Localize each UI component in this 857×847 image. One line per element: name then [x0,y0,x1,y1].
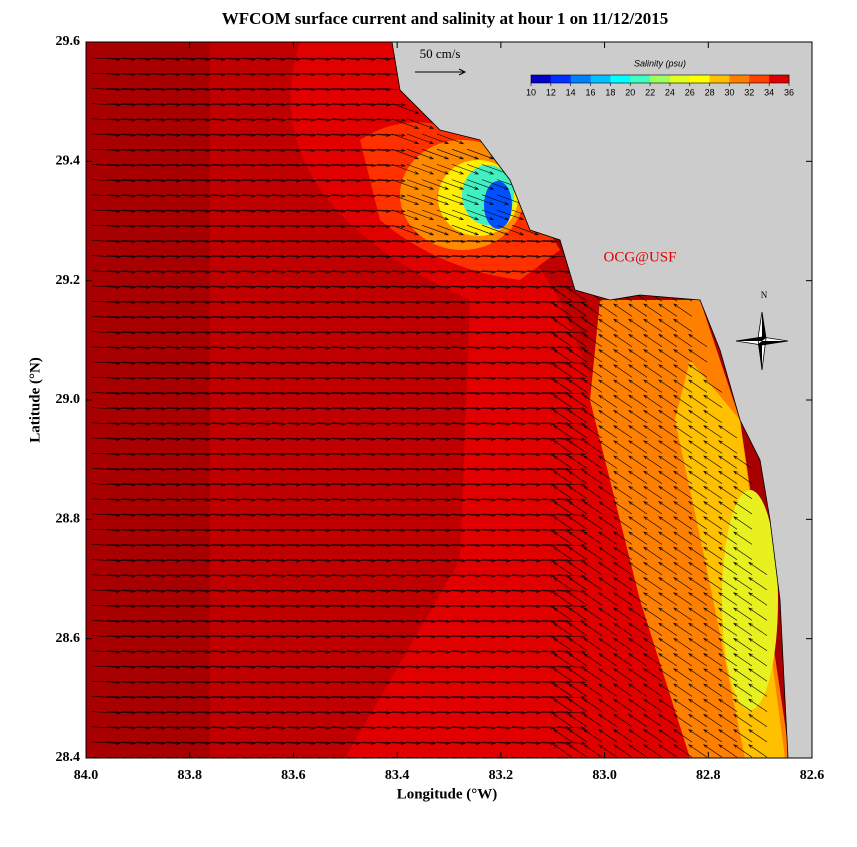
axes: 84.0 83.8 83.6 83.4 83.2 83.0 82.8 82.6 28.4 28.6… [56,34,825,783]
watermark: OCG@USF [603,249,676,265]
colorbar-swatch [749,75,770,83]
colorbar-tick-label: 32 [744,87,754,97]
colorbar-swatch [669,75,691,83]
colorbar-tick-label: 36 [784,87,794,97]
colorbar-tick-label: 20 [625,87,635,97]
colorbar-tick-label: 18 [605,87,615,97]
colorbar-swatch [769,75,790,83]
colorbar-swatch [590,75,611,83]
scale-label: 50 cm/s [420,46,461,61]
colorbar-tick-label: 22 [645,87,655,97]
x-tick-label: 83.4 [385,768,410,783]
colorbar-title: Salinity (psu) [634,58,686,68]
colorbar-swatch [610,75,631,83]
colorbar-tick-label: 16 [586,87,596,97]
scale-arrow-head [458,68,467,76]
y-axis-label: Latitude (°N) [27,357,43,443]
y-tick-label: 28.6 [56,631,81,646]
colorbar-swatch [570,75,591,83]
colorbar-swatch [630,75,651,83]
current-arrows [91,57,768,758]
current-vectors [91,57,768,758]
colorbar-tick-label: 10 [526,87,536,97]
field-band [484,181,512,229]
colorbar-swatch [650,75,671,83]
colorbar-swatch [709,75,730,83]
compass-rose-fill [736,312,788,370]
y-tick-label: 29.4 [56,154,81,169]
colorbar-swatch [689,75,710,83]
x-tick-label: 83.6 [281,768,306,783]
colorbar-swatch [729,75,750,83]
x-tick-label: 84.0 [74,768,99,783]
x-tick-label: 83.0 [592,768,617,783]
y-tick-label: 29.6 [56,34,81,49]
compass-label: N [761,290,768,300]
x-tick-label: 83.2 [489,768,514,783]
colorbar-tick-label: 28 [705,87,715,97]
title: WFCOM surface current and salinity at ho… [222,9,669,28]
x-axis-label: Longitude (°W) [397,786,498,802]
colorbar-frame [530,74,790,84]
y-tick-label: 29.0 [56,392,81,407]
y-tick-label: 29.2 [56,273,81,288]
colorbar-swatch [531,75,552,83]
colorbar-tick-label: 12 [546,87,556,97]
y-tick-label: 28.4 [56,750,81,765]
colorbar-tick-label: 30 [724,87,734,97]
colorbar-tick-label: 14 [566,87,576,97]
colorbar-tick-label: 26 [685,87,695,97]
y-tick-label: 28.8 [56,512,81,527]
salinity-field [86,42,812,758]
x-tick-label: 83.8 [177,768,202,783]
land [391,42,812,758]
colorbar-tick-label: 24 [665,87,675,97]
x-tick-label: 82.6 [800,768,825,783]
colorbar: 10 12 14 16 18 20 22 24 26 28 30 32 34 36 [526,74,794,97]
colorbar-tick-label: 34 [764,87,774,97]
x-tick-label: 82.8 [696,768,721,783]
colorbar-swatch [550,75,571,83]
